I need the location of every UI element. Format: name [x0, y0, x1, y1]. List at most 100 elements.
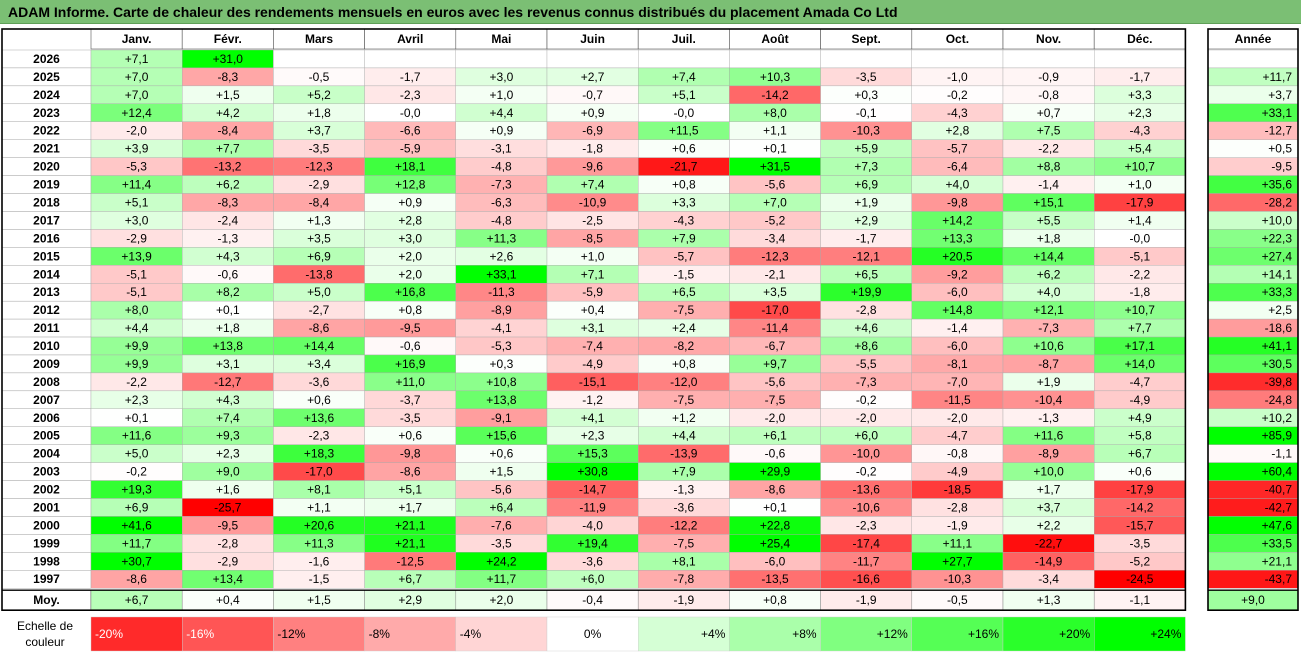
year-label: 2008	[33, 375, 60, 389]
heatmap-cell-value: +0,6	[672, 142, 696, 156]
heatmap-cell-value: +4,3	[216, 249, 240, 263]
heatmap-cell-value: +2,0	[398, 267, 422, 281]
heatmap-cell-value: -7,4	[582, 339, 603, 353]
heatmap-cell-value: +3,4	[307, 357, 331, 371]
heatmap-cell-value: +3,1	[216, 357, 240, 371]
heatmap-cell-value: -5,7	[673, 249, 694, 263]
annual-cell-value: -18,6	[1265, 321, 1293, 335]
heatmap-cell-value: -2,9	[217, 554, 238, 568]
heatmap-cell-value: +21,1	[395, 536, 426, 550]
heatmap-cell-value: +18,1	[395, 160, 426, 174]
heatmap-cell-value: +7,1	[581, 267, 605, 281]
heatmap-cell-value: -1,7	[1129, 70, 1150, 84]
heatmap-cell-value: +6,5	[854, 267, 878, 281]
average-cell-value: +0,8	[763, 593, 787, 607]
heatmap-cell-value: +2,3	[1128, 106, 1152, 120]
heatmap-cell-value: -5,2	[765, 213, 786, 227]
legend-swatch	[455, 616, 548, 652]
year-label: 2025	[33, 70, 60, 84]
legend-value: -16%	[186, 627, 214, 641]
heatmap-cell-value: -12,5	[397, 554, 425, 568]
heatmap-cell-value: +1,5	[216, 88, 240, 102]
year-label: 1998	[33, 554, 60, 568]
average-cell-value: +2,0	[490, 593, 514, 607]
heatmap-cell-value: +0,1	[763, 500, 787, 514]
heatmap-cell-value: +2,8	[398, 213, 422, 227]
heatmap-cell-value: -2,8	[856, 303, 877, 317]
heatmap-cell-value: +9,7	[763, 357, 787, 371]
average-cell-value: +6,7	[125, 593, 149, 607]
heatmap-cell-value: +7,4	[216, 411, 240, 425]
heatmap-cell-value: +10,7	[1125, 160, 1156, 174]
heatmap-cell-value: -0,1	[856, 106, 877, 120]
heatmap-cell-value: +13,4	[213, 572, 244, 586]
heatmap-cell-value: -0,2	[856, 465, 877, 479]
heatmap-cell-value: -3,5	[856, 70, 877, 84]
heatmap-cell-value: -4,9	[1129, 393, 1150, 407]
heatmap-cell-value: -0,8	[947, 447, 968, 461]
heatmap-cell-value: -13,9	[670, 447, 698, 461]
heatmap-cell-value: -12,1	[853, 249, 881, 263]
heatmap-cell-value: +15,1	[1033, 195, 1064, 209]
heatmap-cell-value: -3,6	[309, 375, 330, 389]
heatmap-cell-value: -3,6	[673, 500, 694, 514]
heatmap-cell-value: +9,9	[125, 357, 149, 371]
heatmap-cell-value: -9,1	[491, 411, 512, 425]
heatmap-cell-value: +1,7	[398, 500, 422, 514]
heatmap-cell-value: -8,5	[582, 231, 603, 245]
heatmap-cell-value: -17,4	[853, 536, 881, 550]
heatmap-cell-value: -13,2	[214, 160, 242, 174]
legend-label: couleur	[25, 635, 64, 649]
heatmap-cell-value: +33,1	[486, 267, 517, 281]
heatmap-cell-value: -2,8	[217, 536, 238, 550]
heatmap-cell-value: -4,7	[947, 429, 968, 443]
legend-swatch	[1093, 616, 1186, 652]
heatmap-cell-value: +19,3	[121, 483, 152, 497]
heatmap-cell-value: +19,9	[851, 285, 882, 299]
heatmap-cell-value: -4,3	[1129, 124, 1150, 138]
heatmap-cell-value: +0,8	[398, 303, 422, 317]
heatmap-cell-value: -6,7	[765, 339, 786, 353]
heatmap-cell-value: +2,4	[672, 321, 696, 335]
heatmap-cell-value: +10,7	[1125, 303, 1156, 317]
heatmap-cell-value: +6,9	[125, 500, 149, 514]
heatmap-cell-value: +14,0	[1125, 357, 1156, 371]
heatmap-cell-value: +4,9	[1128, 411, 1152, 425]
heatmap-cell	[638, 49, 730, 69]
heatmap-cell-value: -0,8	[1038, 88, 1059, 102]
legend-label: Echelle de	[17, 619, 73, 633]
heatmap-cell-value: -8,3	[217, 70, 238, 84]
heatmap-cell-value: +41,6	[121, 518, 152, 532]
legend-swatch	[364, 616, 457, 652]
heatmap-cell-value: +11,7	[122, 536, 152, 550]
heatmap-cell-value: +6,9	[854, 178, 878, 192]
annual-cell-value: +27,4	[1262, 249, 1293, 263]
heatmap-cell-value: +4,3	[216, 393, 240, 407]
heatmap-cell-value: +29,9	[760, 465, 791, 479]
heatmap-cell-value: +11,6	[122, 429, 152, 443]
month-header-label: Oct.	[946, 32, 969, 46]
month-header-label: Nov.	[1036, 32, 1061, 46]
average-cell-value: -1,9	[856, 593, 877, 607]
page-title: ADAM Informe. Carte de chaleur des rende…	[0, 0, 1301, 24]
heatmap-cell-value: +0,4	[581, 303, 605, 317]
year-label: 2004	[33, 447, 60, 461]
heatmap-cell-value: +2,8	[946, 124, 970, 138]
heatmap-cell-value: -0,0	[673, 106, 694, 120]
heatmap-cell-value: +6,2	[1037, 267, 1061, 281]
annual-cell-value: +14,1	[1262, 267, 1293, 281]
heatmap-cell-value: +1,8	[307, 106, 331, 120]
heatmap-cell-value: +5,5	[1037, 213, 1061, 227]
average-cell-value: -0,4	[582, 593, 603, 607]
heatmap-cell-value: +13,8	[213, 339, 244, 353]
heatmap-cell-value: +0,3	[490, 357, 514, 371]
heatmap-cell-value: -2,3	[400, 88, 421, 102]
heatmap-cell-value: -2,2	[1038, 142, 1059, 156]
annual-cell-value: +33,3	[1262, 285, 1293, 299]
year-label: 2012	[33, 303, 60, 317]
heatmap-cell-value: +2,2	[1037, 518, 1061, 532]
heatmap-cell-value: +10,8	[486, 375, 517, 389]
heatmap-cell-value: -4,9	[582, 357, 603, 371]
legend-value: +20%	[1059, 627, 1090, 641]
heatmap-cell-value: -7,6	[491, 518, 512, 532]
